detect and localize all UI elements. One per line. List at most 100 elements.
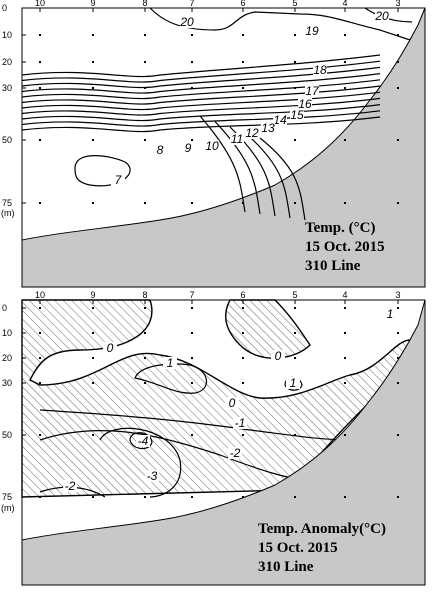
station-dot (92, 202, 94, 204)
contour-label: 0 (275, 349, 282, 363)
depth-label: 75 (2, 198, 12, 208)
label-bg (181, 142, 195, 154)
station-dot (344, 61, 346, 63)
contour-line (99, 427, 182, 498)
station-dot (144, 307, 146, 309)
caption-line: Temp. Anomaly(°C) (258, 521, 386, 537)
station-label: 8 (142, 0, 147, 8)
station-dot (92, 382, 94, 384)
contour-label: 1 (167, 356, 174, 370)
station-dot (191, 202, 193, 204)
contour-label: 20 (179, 15, 194, 29)
depth-label: 50 (2, 135, 12, 145)
station-dot (144, 332, 146, 334)
contour-line (74, 155, 131, 187)
contour-label: -2 (65, 479, 76, 493)
label-bg (261, 122, 275, 134)
station-dot (39, 34, 41, 36)
label-bg (153, 144, 167, 156)
station-dot (92, 34, 94, 36)
station-dot (144, 87, 146, 89)
depth-unit: (m) (1, 503, 15, 513)
label-bg (305, 25, 319, 37)
contour-label: 17 (305, 84, 320, 98)
station-dot (294, 357, 296, 359)
contour-label: 0 (229, 396, 236, 410)
station-dot (344, 382, 346, 384)
station-dot (242, 202, 244, 204)
contour-label: 15 (290, 108, 304, 122)
station-label: 7 (189, 0, 194, 8)
station-dot (92, 496, 94, 498)
label-bg (163, 357, 177, 369)
station-label: 5 (292, 290, 297, 300)
contour-label: 8 (157, 143, 164, 157)
station-label: 8 (142, 290, 147, 300)
depth-label: 10 (2, 30, 12, 40)
station-dot (92, 61, 94, 63)
station-dot (191, 61, 193, 63)
contour-label: -3 (147, 469, 158, 483)
depth-unit: (m) (1, 208, 15, 218)
contour-label: 7 (115, 173, 123, 187)
station-label: 6 (240, 290, 245, 300)
contour-line (21, 97, 381, 116)
station-dot (344, 307, 346, 309)
station-dot (397, 34, 399, 36)
station-dot (397, 434, 399, 436)
label-bg (383, 308, 397, 320)
station-dot (344, 139, 346, 141)
contour-line (21, 110, 381, 127)
station-dot (397, 61, 399, 63)
station-dot (39, 357, 41, 359)
contour-label: 1 (290, 376, 297, 390)
station-dot (344, 34, 346, 36)
contour-line (21, 116, 381, 133)
station-dot (92, 357, 94, 359)
contour-line (214, 121, 261, 215)
label-bg (205, 140, 219, 152)
caption-line: 15 Oct. 2015 (258, 540, 338, 556)
station-dot (144, 357, 146, 359)
contour-label: 1 (387, 307, 394, 321)
station-dot (344, 87, 346, 89)
station-dot (191, 357, 193, 359)
station-label: 6 (240, 0, 245, 8)
station-dot (191, 382, 193, 384)
station-dot (242, 382, 244, 384)
label-bg (111, 174, 125, 186)
station-dot (191, 139, 193, 141)
contour-label: 11 (231, 132, 243, 146)
station-dot (397, 382, 399, 384)
label-bg (298, 98, 312, 110)
label-bg (225, 397, 239, 409)
label-bg (375, 10, 389, 22)
depth-label: 0 (2, 303, 7, 313)
label-bg (136, 435, 150, 447)
contour-label: 18 (313, 63, 327, 77)
contour-label: -2 (230, 446, 241, 460)
station-dot (397, 496, 399, 498)
depth-label: 30 (2, 378, 12, 388)
station-dot (39, 382, 41, 384)
contour-label: 16 (298, 97, 312, 111)
contour-line (21, 73, 381, 94)
station-dot (39, 496, 41, 498)
station-dot (397, 87, 399, 89)
caption-line: 310 Line (305, 258, 361, 274)
station-dot (344, 496, 346, 498)
station-dot (242, 332, 244, 334)
label-bg (103, 342, 117, 354)
contour-label: 14 (273, 113, 287, 127)
station-dot (39, 202, 41, 204)
label-bg (273, 114, 287, 126)
station-dot (92, 332, 94, 334)
station-dot (344, 434, 346, 436)
label-bg (63, 480, 77, 492)
station-dot (344, 357, 346, 359)
depth-label: 50 (2, 430, 12, 440)
label-bg (228, 447, 242, 459)
